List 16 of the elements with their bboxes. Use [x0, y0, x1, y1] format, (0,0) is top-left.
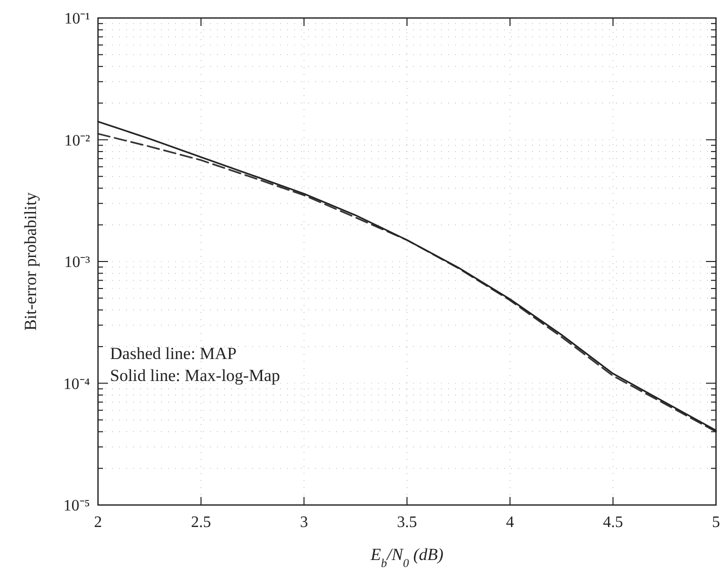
- x-tick-label: 2.5: [191, 514, 211, 531]
- annotation: Solid line: Max-log-Map: [110, 366, 280, 385]
- annotation: Dashed line: MAP: [110, 344, 237, 363]
- x-tick-label: 5: [712, 514, 720, 531]
- x-tick-label: 3.5: [397, 514, 417, 531]
- y-tick-label: 10⁻⁴: [63, 376, 90, 393]
- y-tick-label: 10⁻⁵: [63, 498, 90, 515]
- y-tick-label: 10⁻³: [64, 254, 90, 272]
- y-tick-label: 10⁻²: [64, 132, 90, 150]
- y-axis-title: Bit-error probability: [21, 192, 40, 331]
- y-tick-label: 10⁻¹: [64, 10, 90, 28]
- x-tick-label: 4: [506, 514, 514, 531]
- x-tick-label: 2: [94, 514, 102, 531]
- x-axis-title: E$_{b}$/N$_{0}$ (dB): [370, 545, 444, 570]
- x-tick-label: 3: [300, 514, 308, 531]
- x-tick-label: 4.5: [603, 514, 623, 531]
